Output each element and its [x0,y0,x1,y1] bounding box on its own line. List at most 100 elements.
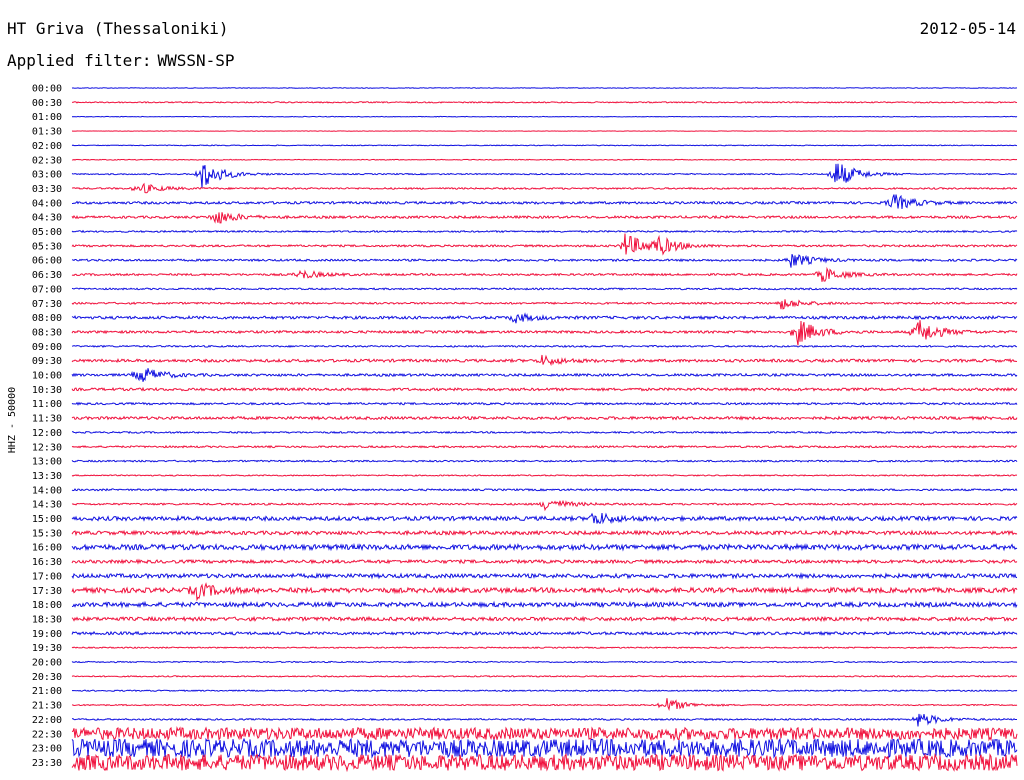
seismic-trace [71,660,1018,664]
seismic-trace [71,287,1018,291]
seismic-trace [71,229,1018,234]
time-tick-label: 01:00 [32,112,62,123]
time-tick-label: 07:00 [32,284,62,295]
seismic-trace [71,212,1018,224]
time-tick-label: 17:00 [32,571,62,582]
seismic-trace [71,752,1018,773]
seismic-trace [71,101,1018,104]
time-tick-label: 02:00 [32,141,62,152]
time-tick-label: 05:00 [32,227,62,238]
time-tick-label: 21:00 [32,686,62,697]
time-tick-label: 03:00 [32,170,62,181]
time-tick-label: 09:30 [32,356,62,367]
time-tick-label: 23:00 [32,744,62,755]
time-tick-label: 01:30 [32,127,62,138]
seismic-trace [71,737,1018,759]
time-tick-label: 23:30 [32,758,62,769]
seismic-trace [71,233,1018,256]
filter-label: Applied filter: [7,51,152,70]
seismic-trace [71,254,1018,268]
filter-value: WWSSN-SP [157,51,235,70]
time-tick-label: 17:30 [32,586,62,597]
time-tick-label: 22:30 [32,729,62,740]
seismic-trace [71,312,1018,324]
seismic-trace [71,698,1018,711]
seismic-trace [71,572,1018,580]
time-tick-label: 09:00 [32,342,62,353]
time-tick-label: 04:30 [32,213,62,224]
seismic-trace [71,542,1018,552]
time-tick-label: 03:30 [32,184,62,195]
seismic-trace [71,144,1018,147]
seismic-trace [71,630,1018,636]
seismic-trace [71,182,1018,194]
seismic-trace [71,266,1018,282]
time-tick-label: 15:30 [32,528,62,539]
seismic-trace [71,689,1018,693]
time-tick-label: 11:30 [32,414,62,425]
time-tick-label: 12:00 [32,428,62,439]
seismic-trace [71,158,1018,161]
time-tick-label: 16:30 [32,557,62,568]
record-date: 2012-05-14 [919,19,1016,38]
seismic-trace [71,320,1018,346]
seismic-trace [71,600,1018,609]
time-tick-label: 10:30 [32,385,62,396]
trace-group [71,87,1018,773]
seismic-trace [71,344,1018,348]
seismic-trace [71,529,1018,537]
time-tick-label: 00:00 [32,84,62,95]
seismic-trace [71,675,1018,678]
time-tick-label: 02:30 [32,155,62,166]
time-tick-label: 19:30 [32,643,62,654]
seismic-trace [71,459,1018,463]
filter-info: Applied filter: WWSSN-SP [7,51,235,70]
time-tick-labels: 00:00 00:30 01:00 01:30 02:00 02:30 03:00 03:30… [32,84,62,769]
time-tick-label: 06:30 [32,270,62,281]
seismic-trace [71,415,1018,421]
seismic-trace [71,354,1018,367]
time-tick-label: 12:30 [32,442,62,453]
time-tick-label: 08:30 [32,327,62,338]
seismic-trace [71,430,1018,435]
time-tick-label: 18:30 [32,614,62,625]
seismic-trace [71,725,1018,742]
seismic-trace [71,163,1018,189]
seismic-trace [71,368,1018,382]
time-tick-label: 20:00 [32,658,62,669]
time-tick-label: 14:00 [32,485,62,496]
seismic-trace [71,487,1018,492]
seismic-trace [71,558,1018,565]
seismic-trace [71,512,1018,525]
seismic-trace [71,474,1018,477]
time-tick-label: 21:30 [32,701,62,712]
seismic-trace [72,194,1018,210]
seismic-trace [71,615,1018,623]
seismic-trace [71,444,1018,449]
time-tick-label: 06:00 [32,256,62,267]
seismic-trace [71,582,1018,602]
seismic-trace [71,115,1018,118]
time-tick-label: 04:00 [32,198,62,209]
time-tick-label: 05:30 [32,241,62,252]
station-name: HT Griva (Thessaloniki) [7,19,229,38]
time-tick-label: 00:30 [32,98,62,109]
time-tick-label: 13:00 [32,457,62,468]
seismic-trace [71,87,1018,89]
seismic-trace [71,646,1018,649]
time-tick-label: 08:00 [32,313,62,324]
time-tick-label: 07:30 [32,299,62,310]
time-tick-label: 16:00 [32,543,62,554]
seismic-trace [71,386,1018,392]
time-tick-label: 14:30 [32,500,62,511]
seismic-trace [71,713,1017,727]
seismic-trace [71,299,1018,310]
time-tick-label: 20:30 [32,672,62,683]
channel-label: HHZ - 50000 [7,387,18,453]
time-tick-label: 11:00 [32,399,62,410]
time-tick-label: 22:00 [32,715,62,726]
seismic-trace [71,499,1018,512]
time-tick-label: 13:30 [32,471,62,482]
time-tick-label: 10:00 [32,371,62,382]
